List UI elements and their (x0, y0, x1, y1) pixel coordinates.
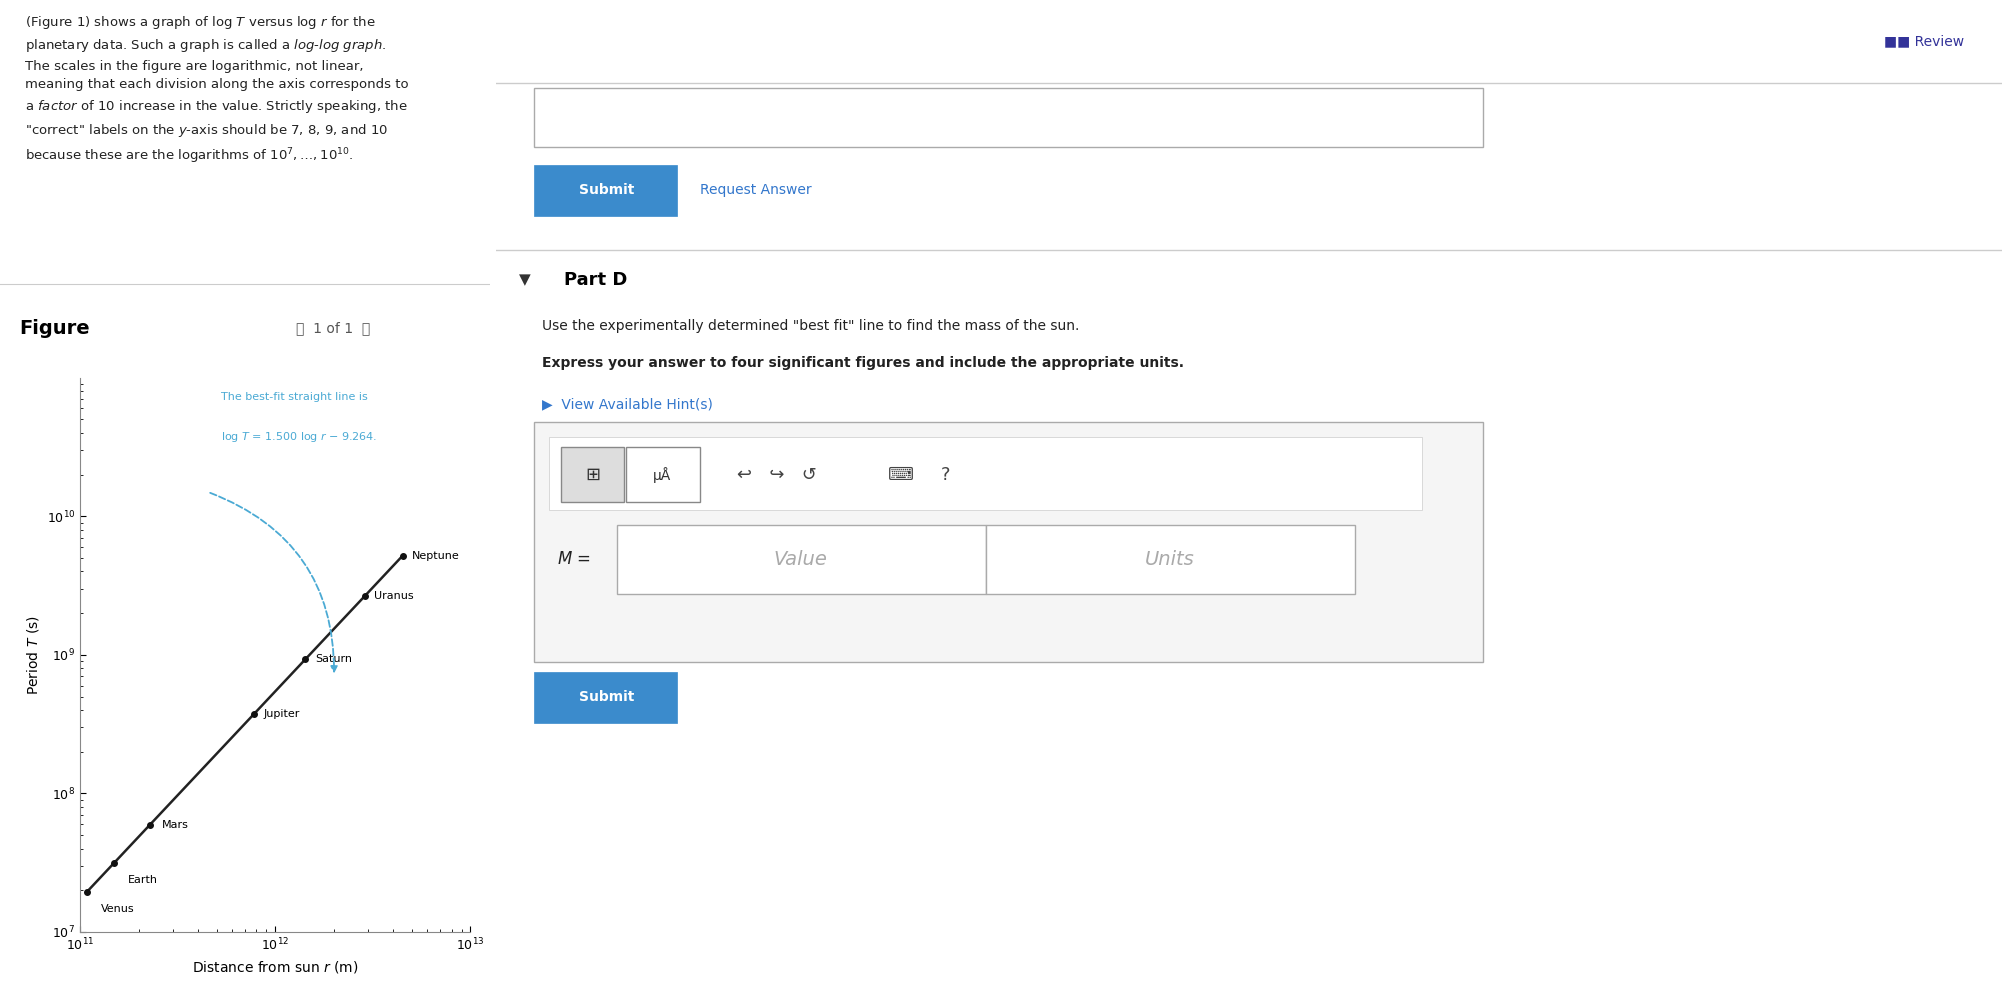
FancyBboxPatch shape (549, 437, 1421, 510)
X-axis label: Distance from sun $\mathit{r}$ (m): Distance from sun $\mathit{r}$ (m) (192, 959, 358, 975)
FancyBboxPatch shape (535, 422, 1483, 662)
Text: Earth: Earth (128, 875, 158, 885)
Text: Figure: Figure (20, 319, 90, 338)
Text: Jupiter: Jupiter (264, 709, 300, 719)
Text: $M$ =: $M$ = (557, 550, 591, 568)
Text: Saturn: Saturn (314, 654, 352, 664)
FancyBboxPatch shape (617, 525, 985, 594)
Text: ▼: ▼ (519, 272, 531, 287)
Text: Express your answer to four significant figures and include the appropriate unit: Express your answer to four significant … (543, 356, 1183, 370)
FancyBboxPatch shape (561, 447, 625, 502)
FancyBboxPatch shape (535, 672, 677, 723)
Text: Use the experimentally determined "best fit" line to find the mass of the sun.: Use the experimentally determined "best … (543, 319, 1079, 333)
Text: ■■ Review: ■■ Review (1884, 34, 1964, 48)
Text: Mars: Mars (162, 820, 188, 830)
Text: ⌨: ⌨ (889, 466, 915, 484)
Text: Submit: Submit (579, 691, 635, 704)
Text: Neptune: Neptune (412, 550, 460, 560)
Text: Units: Units (1145, 549, 1195, 569)
FancyBboxPatch shape (535, 88, 1483, 147)
Text: Submit: Submit (579, 183, 635, 197)
Text: The best-fit straight line is: The best-fit straight line is (220, 391, 368, 401)
FancyBboxPatch shape (535, 165, 677, 216)
Y-axis label: Period $\mathit{T}$ (s): Period $\mathit{T}$ (s) (26, 615, 42, 695)
Text: ▶  View Available Hint(s): ▶ View Available Hint(s) (543, 397, 713, 411)
FancyBboxPatch shape (627, 447, 701, 502)
Text: Part D: Part D (565, 271, 627, 288)
Text: μÅ: μÅ (653, 467, 671, 483)
Text: Request Answer: Request Answer (701, 183, 811, 197)
Text: ⊞: ⊞ (585, 466, 601, 484)
Text: log $T$ = 1.500 log $r$ − 9.264.: log $T$ = 1.500 log $r$ − 9.264. (220, 431, 376, 444)
Text: ↩   ↪   ↺: ↩ ↪ ↺ (737, 466, 817, 484)
Text: ?: ? (941, 466, 951, 484)
Text: Venus: Venus (100, 904, 134, 914)
FancyBboxPatch shape (985, 525, 1355, 594)
Text: Uranus: Uranus (374, 592, 414, 601)
Text: Value: Value (773, 549, 827, 569)
Text: (Figure 1) shows a graph of log $\mathit{T}$ versus log $\mathit{r}$ for the
pla: (Figure 1) shows a graph of log $\mathit… (24, 14, 408, 166)
Text: 〈  1 of 1  〉: 〈 1 of 1 〉 (296, 322, 370, 336)
